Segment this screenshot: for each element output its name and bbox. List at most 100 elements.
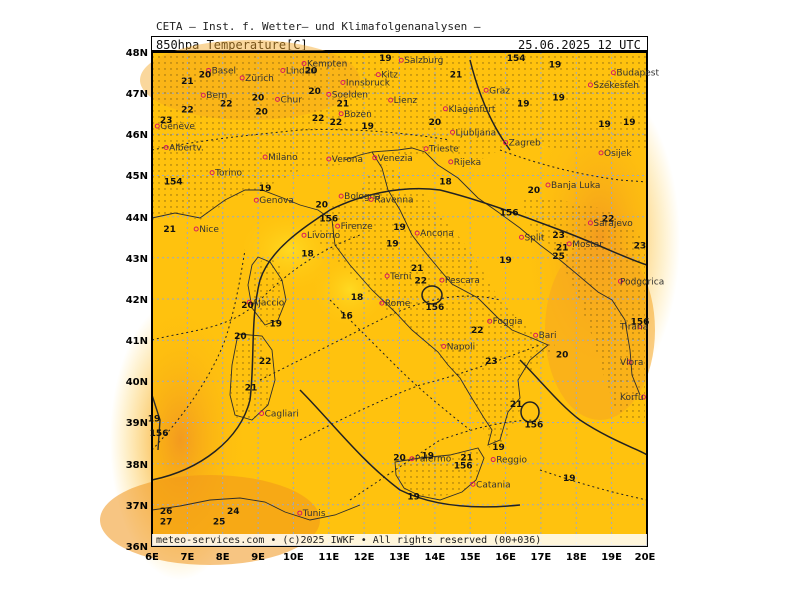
city-label: Albertv.	[169, 144, 204, 154]
lon-tick-label: 6E	[145, 552, 159, 563]
city-marker	[200, 92, 206, 98]
city-label: Kempten	[307, 60, 347, 70]
city-marker	[262, 154, 268, 160]
isotherm-label: 21	[337, 99, 350, 109]
lat-tick-label: 44N	[126, 213, 148, 224]
city-marker	[610, 70, 616, 76]
city-label: Genève	[160, 121, 195, 132]
isotherm-label: 22	[414, 276, 427, 286]
isotherm-label: 22	[312, 114, 325, 124]
lat-tick-label: 42N	[126, 295, 148, 306]
lat-tick-label: 43N	[126, 254, 148, 265]
city-marker	[503, 140, 509, 146]
isotherm-label: 19	[379, 54, 392, 64]
city-label: Milano	[268, 153, 298, 163]
city-marker	[423, 146, 429, 152]
lon-tick-label: 19E	[601, 552, 622, 563]
city-label: Korfu	[620, 393, 644, 403]
datetime-label: 25.06.2025 12 UTC	[518, 38, 641, 52]
city-label: Nice	[199, 225, 219, 235]
city-marker	[442, 106, 448, 112]
isotherm-label: 20	[199, 71, 212, 81]
isotherm-label: 19	[499, 256, 512, 266]
city-marker	[338, 193, 344, 199]
isotherm-label: 20	[255, 108, 268, 118]
lon-tick-label: 11E	[318, 552, 339, 563]
city-marker	[483, 87, 489, 93]
longitude-axis: 6E 7E 8E 9E 10E 11E 12E 13E 14E 15E 16E …	[145, 552, 655, 563]
city-label: Klagenfurt	[448, 105, 495, 115]
city-marker	[209, 170, 215, 176]
city-label: Innsbruck	[346, 78, 391, 88]
coastlines	[151, 147, 641, 521]
city-label: Pescara	[445, 276, 480, 286]
isotherms-dotted	[151, 128, 648, 501]
city-marker	[414, 230, 420, 236]
city-marker	[626, 359, 632, 365]
copyright-footer: meteo-services.com • (c)2025 IWKF • All …	[156, 535, 541, 546]
city-label: Podgorica	[620, 277, 664, 287]
isotherm-label: 22	[330, 118, 343, 128]
map-grid	[152, 52, 647, 546]
isotherm-label: 16	[340, 311, 353, 321]
city-marker	[598, 150, 604, 156]
city-label: Banja Luka	[551, 181, 600, 191]
isotherm-label: 25	[552, 252, 565, 262]
lon-tick-label: 13E	[389, 552, 410, 563]
isotherm-label: 19	[563, 474, 576, 484]
lon-tick-label: 15E	[460, 552, 481, 563]
city-marker	[206, 68, 212, 74]
isotherm-label: 21	[510, 400, 523, 410]
isotherm-label: 20	[252, 93, 265, 103]
city-label: Palermo	[415, 455, 452, 465]
isotherm-label: 156	[454, 462, 473, 472]
isotherm-label: 25	[213, 517, 226, 527]
isotherm-label: 154	[507, 54, 526, 64]
isotherm-label: 19	[549, 60, 562, 70]
isotherm-label: 156	[524, 421, 543, 431]
isotherm-label: 18	[301, 250, 314, 260]
isotherms-solid	[151, 59, 648, 508]
isotherm-label: 21	[411, 264, 424, 274]
isotherm-label: 21	[556, 244, 569, 254]
lat-tick-label: 46N	[126, 130, 148, 141]
city-marker	[587, 220, 593, 226]
city-label: Zürich	[245, 74, 274, 84]
city-marker	[193, 226, 199, 232]
lon-tick-label: 12E	[354, 552, 375, 563]
city-marker	[326, 156, 332, 162]
city-label: Budapest	[616, 69, 659, 79]
city-marker	[280, 68, 286, 74]
city-marker	[384, 273, 390, 279]
city-label: Ajaccio	[252, 298, 285, 308]
city-label: Terni	[389, 272, 411, 282]
city-marker	[259, 410, 265, 416]
map-title: CETA — Inst. f. Wetter— und Klimafolgena…	[156, 20, 481, 33]
city-label: Soelden	[332, 90, 368, 100]
isotherm-label: 154	[164, 178, 183, 188]
city-label: Vlora	[620, 358, 643, 368]
isotherm-label: 19	[386, 239, 399, 249]
city-marker	[490, 457, 496, 463]
city-label: Genova	[259, 196, 294, 206]
isotherm-label: 27	[160, 517, 173, 527]
city-marker	[338, 111, 344, 117]
city-marker	[450, 129, 456, 135]
isotherm-label: 20	[429, 118, 442, 128]
city-label: Székesfeh	[593, 80, 639, 91]
city-label: Verona	[332, 155, 363, 165]
city-marker	[398, 57, 404, 63]
isotherm-label: 19	[259, 184, 272, 194]
city-label: Trieste	[428, 145, 459, 155]
city-marker	[246, 299, 252, 305]
city-marker	[640, 394, 646, 400]
lon-tick-label: 7E	[181, 552, 195, 563]
city-label: Lienz	[394, 96, 418, 106]
isotherm-label: 19	[552, 93, 565, 103]
city-marker	[566, 241, 572, 247]
city-label: Salzburg	[404, 56, 443, 66]
city-marker	[487, 318, 493, 324]
city-label: Rijeka	[454, 158, 481, 168]
isotherm-label: 20	[241, 301, 254, 311]
city-label: Cagliari	[265, 409, 299, 419]
